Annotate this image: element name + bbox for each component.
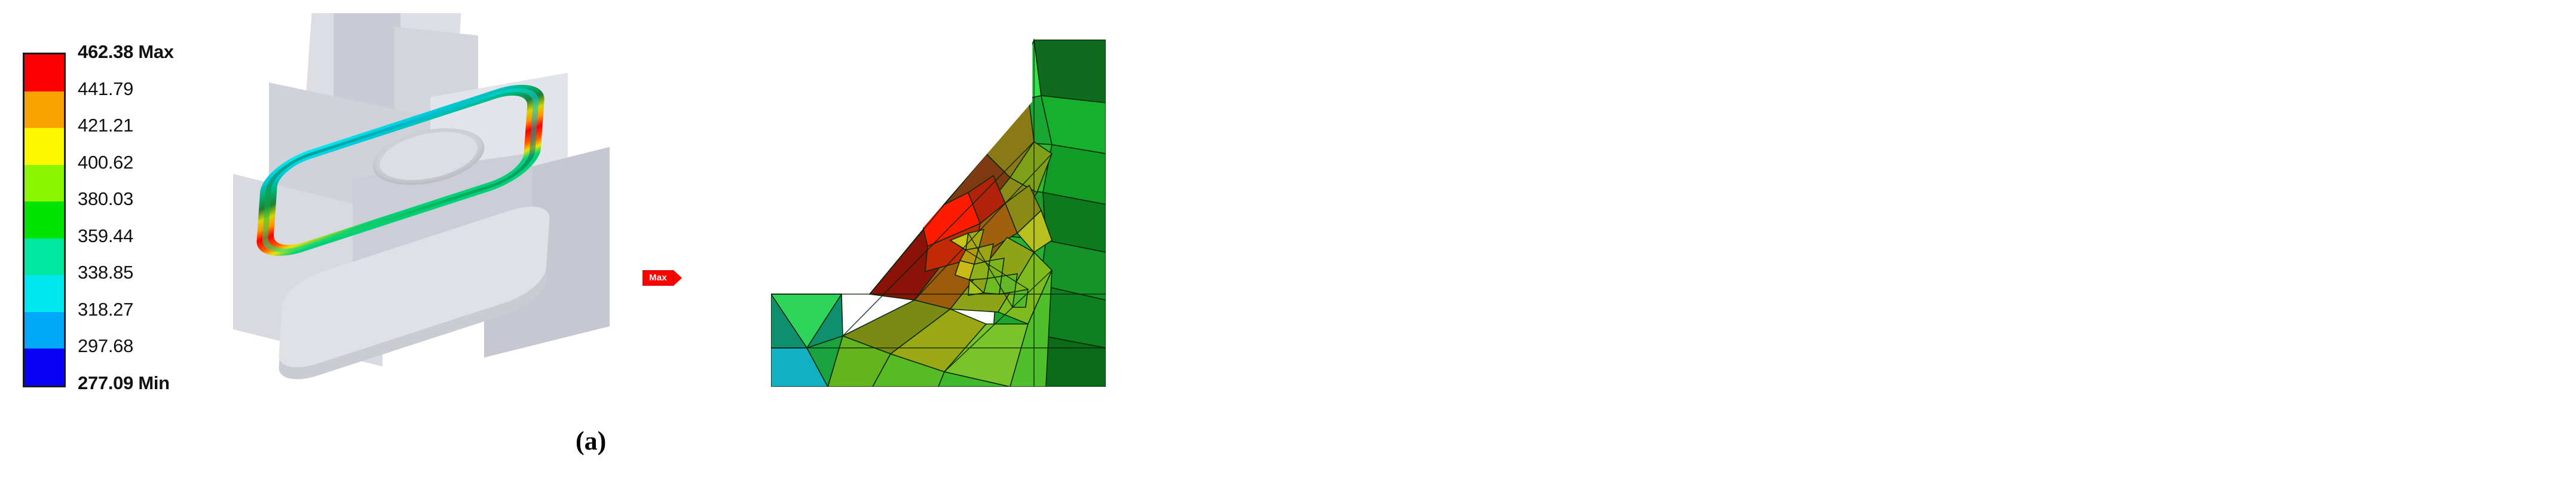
stress-legend-a: 462.38 Max 441.79 421.21 400.62 380.03 3… (23, 42, 174, 401)
legend-label: 441.79 (78, 78, 134, 99)
legend-label-max: 462.38 Max (78, 41, 174, 63)
seal-contour-path (256, 84, 544, 256)
legend-label: 400.62 (78, 151, 134, 173)
fea-mesh-svg (771, 13, 1106, 387)
legend-label: 380.03 (78, 188, 134, 210)
legend-label: 338.85 (78, 262, 134, 283)
legend-label-min: 277.09 Min (78, 372, 170, 393)
legend-label: 421.21 (78, 115, 134, 136)
legend-swatch (25, 128, 64, 165)
legend-label: 297.68 (78, 335, 134, 357)
panel-b: 374.43 Max 366.88 359.32 351.77 344.22 3… (1285, 0, 2576, 486)
legend-swatch (25, 238, 64, 275)
max-probe-pointer (673, 270, 682, 286)
max-probe-tag-a[interactable]: Max (643, 270, 682, 286)
legend-swatch (25, 201, 64, 239)
panel-a: 462.38 Max 441.79 421.21 400.62 380.03 3… (0, 0, 1285, 486)
legend-labels-a: 462.38 Max 441.79 421.21 400.62 380.03 3… (78, 42, 174, 401)
legend-label: 318.27 (78, 298, 134, 320)
legend-swatch (25, 349, 64, 386)
legend-color-bar-a (23, 53, 66, 387)
legend-label: 359.44 (78, 225, 134, 246)
legend-swatch (25, 311, 64, 349)
legend-swatch (25, 164, 64, 201)
cad-seal-contour-view-a (233, 13, 628, 390)
legend-swatch (25, 91, 64, 128)
fea-mesh-closeup-view-a (771, 13, 1106, 387)
legend-swatch (25, 275, 64, 312)
legend-swatch (25, 54, 64, 91)
seal-contour-highlight (262, 88, 539, 252)
seal-contour-a (256, 84, 544, 256)
panel-caption-a: (a) (576, 426, 607, 456)
max-probe-label: Max (643, 270, 674, 286)
